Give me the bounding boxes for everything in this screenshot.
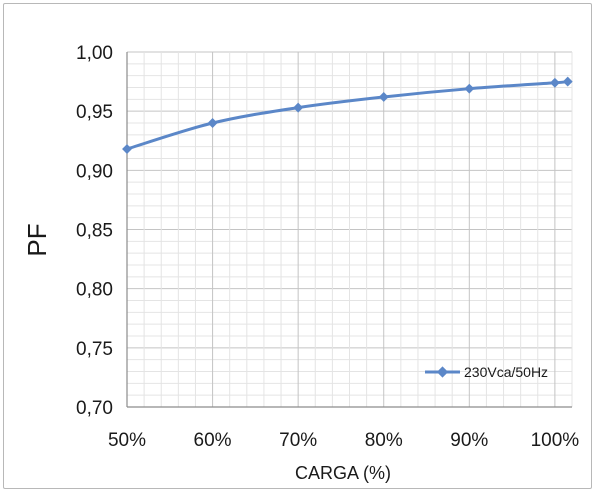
data-point[interactable]: [378, 92, 389, 102]
x-tick-label: 60%: [194, 430, 232, 451]
x-axis-label: CARGA (%): [295, 463, 391, 483]
data-point[interactable]: [207, 118, 218, 128]
data-point[interactable]: [549, 77, 560, 88]
legend-marker: [436, 366, 449, 378]
legend-label: 230Vca/50Hz: [464, 364, 548, 380]
y-tick-label: 0,75: [76, 339, 113, 360]
y-tick-label: 0,95: [76, 102, 113, 123]
y-axis-label: PF: [22, 223, 52, 256]
chart-frame: [3, 3, 592, 489]
y-tick-labels: 0,70 0,75 0,80 0,85 0,90 0,95 1,00: [76, 43, 113, 419]
grid: [126, 51, 573, 408]
legend[interactable]: 230Vca/50Hz: [425, 364, 548, 380]
x-tick-label: 70%: [279, 430, 317, 451]
x-tick-label: 100%: [531, 430, 580, 451]
x-tick-label: 80%: [365, 430, 403, 451]
x-tick-labels: 50% 60% 70% 80% 90% 100%: [108, 430, 579, 451]
data-point[interactable]: [122, 144, 132, 154]
x-tick-label: 50%: [108, 430, 146, 451]
series-layer: [122, 76, 573, 154]
data-point[interactable]: [464, 83, 475, 94]
y-tick-label: 0,70: [76, 398, 113, 419]
y-tick-label: 0,85: [76, 221, 113, 242]
y-tick-label: 0,80: [76, 280, 113, 301]
axes: [126, 52, 572, 408]
x-tick-label: 90%: [450, 430, 488, 451]
y-tick-label: 1,00: [76, 43, 113, 64]
y-tick-label: 0,90: [76, 161, 113, 182]
data-point[interactable]: [562, 76, 573, 87]
series-line: [125, 80, 570, 151]
